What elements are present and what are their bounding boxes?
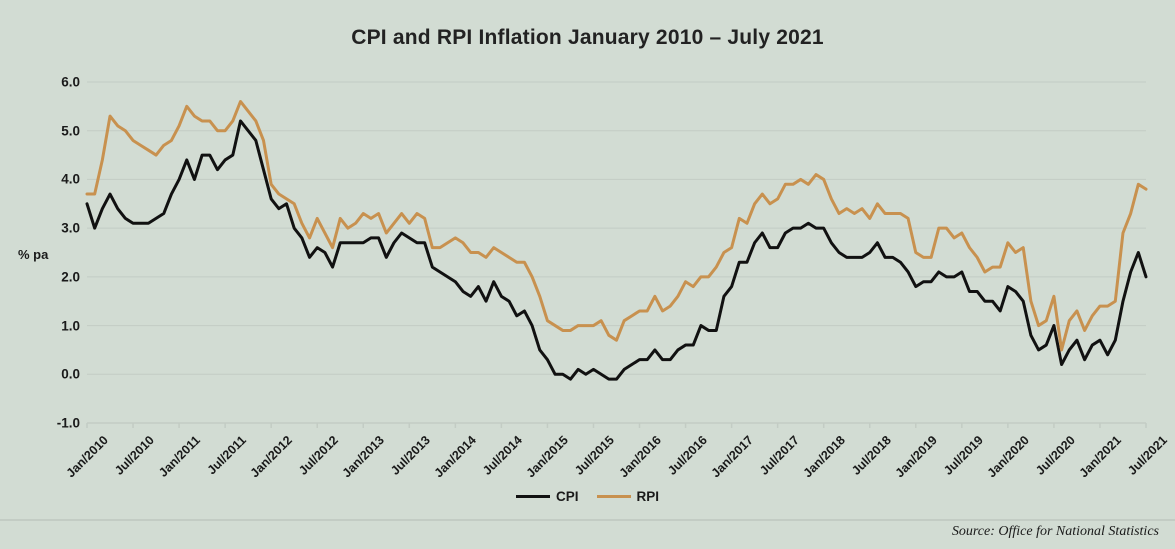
x-axis-tick-label: Jan/2019	[892, 433, 940, 481]
x-axis-tick-label: Jan/2020	[984, 433, 1032, 481]
x-axis-tick-label: Jul/2013	[388, 433, 434, 478]
x-axis-tick-label: Jul/2018	[848, 433, 894, 478]
gridlines	[87, 81, 1146, 424]
x-axis-tick-label: Jul/2010	[112, 433, 157, 478]
series-line-rpi	[85, 99, 1148, 352]
x-axis-ticks	[86, 423, 1147, 428]
x-axis-tick-label: Jan/2014	[431, 433, 480, 481]
x-axis-tick-label: Jul/2021	[1125, 433, 1170, 478]
x-axis-tick-label: Jul/2011	[204, 433, 250, 478]
x-axis-tick-label: Jul/2015	[572, 433, 618, 478]
legend-swatch-cpi	[515, 495, 550, 498]
x-axis-tick-label: Jul/2012	[296, 433, 342, 478]
y-axis-title: % pa	[18, 247, 49, 262]
x-axis-tick-label: Jan/2010	[63, 433, 111, 481]
x-axis-tick-label: Jul/2016	[664, 433, 710, 478]
x-axis-tick-label: Jul/2017	[756, 433, 802, 478]
x-axis-tick-label: Jan/2013	[339, 433, 388, 481]
x-axis-tick-label: Jan/2018	[800, 433, 848, 481]
y-axis-tick-label: 6.0	[61, 74, 80, 90]
y-axis-tick-label: 2.0	[61, 269, 80, 285]
x-axis-tick-label: Jan/2011	[156, 433, 203, 480]
legend-label-cpi: CPI	[555, 489, 579, 504]
y-axis-tick-labels: 6.0 5.0 4.0 3.0 2.0 1.0 0.0 -1.0	[22, 0, 80, 549]
y-axis-tick-label: 0.0	[61, 366, 80, 382]
chart-title: CPI and RPI Inflation January 2010 – Jul…	[351, 26, 824, 49]
chart-legend: CPI RPI	[0, 489, 1175, 504]
x-axis-tick-label: Jul/2020	[1033, 433, 1078, 478]
x-axis-tick-label: Jan/2012	[247, 433, 296, 481]
source-note: Source: Office for National Statistics	[951, 524, 1159, 539]
y-axis-tick-label: 5.0	[61, 123, 80, 139]
x-axis-tick-label: Jan/2015	[524, 433, 572, 481]
x-axis-tick-label: Jan/2021	[1076, 433, 1124, 481]
footer-divider	[0, 519, 1175, 521]
x-axis-tick-label: Jul/2019	[940, 433, 986, 478]
legend-item-cpi[interactable]: CPI	[515, 489, 579, 504]
legend-label-rpi: RPI	[636, 489, 660, 504]
series-line-cpi	[85, 119, 1148, 381]
legend-swatch-rpi	[596, 495, 631, 498]
y-axis-tick-label: 4.0	[61, 171, 80, 187]
data-series	[85, 99, 1148, 381]
y-axis-tick-label: -1.0	[56, 415, 80, 431]
y-axis-tick-label: 3.0	[61, 220, 80, 236]
x-axis-tick-label: Jul/2014	[480, 433, 526, 478]
x-axis-tick-label: Jan/2016	[616, 433, 664, 481]
y-axis-tick-label: 1.0	[61, 318, 80, 334]
x-axis-tick-label: Jan/2017	[708, 433, 756, 481]
legend-item-rpi[interactable]: RPI	[596, 489, 660, 504]
